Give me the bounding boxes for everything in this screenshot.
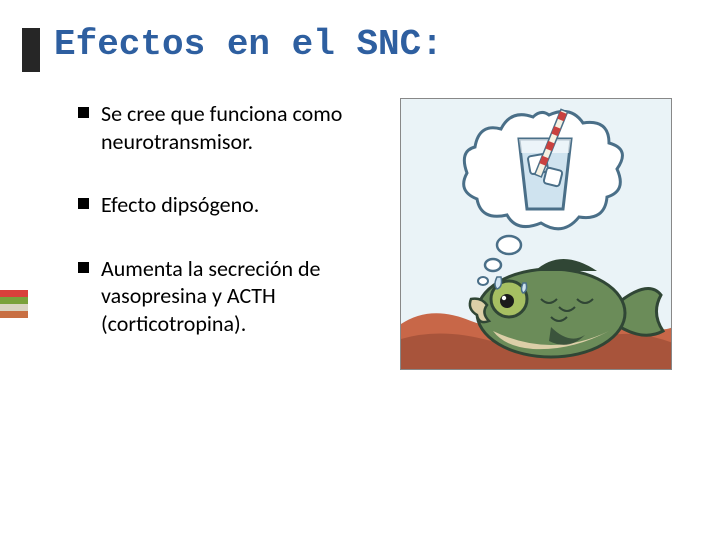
bullet-marker xyxy=(78,107,89,118)
list-item: Se cree que funciona como neurotransmiso… xyxy=(78,100,378,155)
stripe xyxy=(0,304,28,311)
side-accent-stripes xyxy=(0,290,28,318)
title-accent-block xyxy=(22,28,40,72)
list-item: Efecto dipsógeno. xyxy=(78,191,378,219)
bullet-marker xyxy=(78,198,89,209)
list-item: Aumenta la secreción de vasopresina y AC… xyxy=(78,255,378,338)
stripe xyxy=(0,311,28,318)
bullet-marker xyxy=(78,262,89,273)
slide-title: Efectos en el SNC: xyxy=(54,24,443,65)
stripe xyxy=(0,290,28,297)
bullet-text: Aumenta la secreción de vasopresina y AC… xyxy=(101,255,378,338)
stripe xyxy=(0,297,28,304)
bullet-list: Se cree que funciona como neurotransmiso… xyxy=(78,100,378,373)
fish-illustration xyxy=(400,98,672,370)
bullet-text: Se cree que funciona como neurotransmiso… xyxy=(101,100,378,155)
fish-drink-svg xyxy=(401,99,672,370)
bullet-text: Efecto dipsógeno. xyxy=(101,191,259,219)
